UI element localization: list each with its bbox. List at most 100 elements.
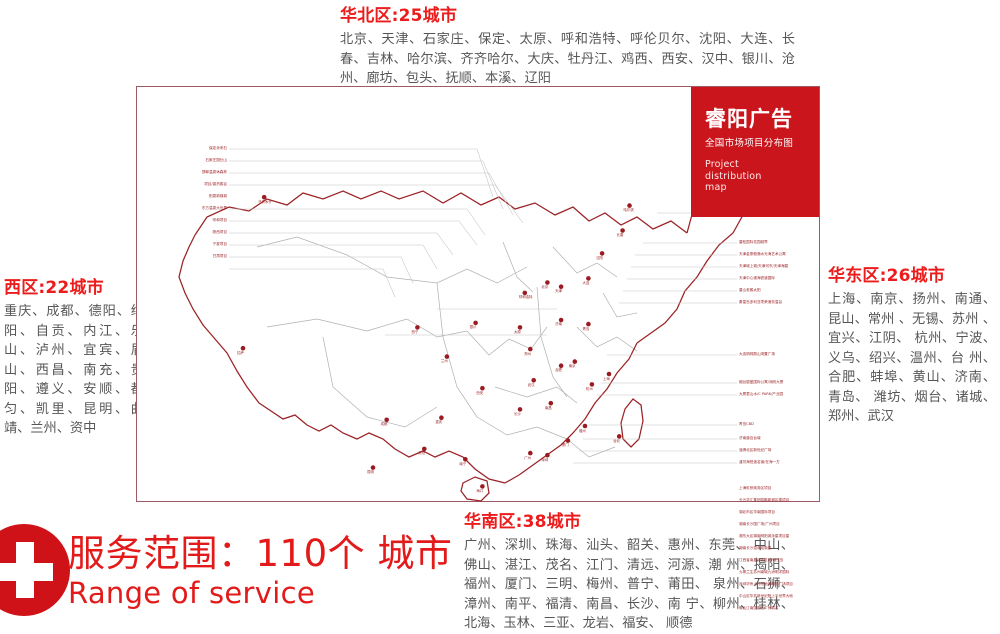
city-dot (522, 290, 528, 296)
city-name-label: 上海 (602, 376, 610, 381)
callout-label-right: 天津金泰假港水光海艺术公寓 (739, 252, 786, 256)
city-name-label: 武汉 (527, 382, 535, 387)
city-name-label: 太原 (514, 329, 521, 334)
callout-label-left: 石家庄园仕山 (205, 158, 227, 162)
city-dot (572, 359, 578, 364)
city-name-label: 南昌 (544, 405, 552, 410)
logo-title: 睿阳广告 (705, 107, 793, 131)
city-dot (558, 363, 564, 369)
city-dot (240, 345, 246, 351)
city-dot (517, 325, 523, 330)
city-name-label: 南京 (568, 364, 576, 369)
callout-label-right: 秦皇岛多利亚项荣港务温谷 (739, 300, 783, 304)
callout-label-left: 邯郸温泉休森林 (201, 170, 227, 174)
callout-label-right: 湖南长沙国广场/广州项目 (739, 522, 780, 526)
banner-title-cn: 服务范围：110个 城市 (68, 532, 453, 575)
city-name-label: 西宁 (411, 329, 419, 334)
region-title-south: 华南区:38城市 (464, 512, 582, 532)
region-block-east: 华东区:26城市 上海、南京、扬州、南通、 昆山、常州 、无锡、苏州 、宜兴、江… (828, 266, 996, 427)
callout-label-right: 淄博北区新世纪广场 (739, 448, 772, 452)
city-dot (589, 382, 595, 387)
callout-label-right: 长沙华汇集团招融新城区楼项目 (739, 498, 790, 502)
city-name-label: 郑州 (524, 351, 532, 356)
callout-label-left: 保定永来石 (209, 146, 227, 150)
city-name-label: 台北 (613, 438, 620, 443)
city-dot (558, 317, 564, 323)
callout-label-right: 中山尼华苏新世纪阳上半世界大地 (739, 594, 793, 598)
city-dot (606, 371, 612, 377)
map-frame: 保定永来石 石家庄园仕山 邯郸温泉休森林 项目/香热蒸谷 阳泉新煤城 东方温泉大世界 呼和项… (136, 86, 820, 610)
callout-label-right: 天津中心澳海铁道国际 (739, 276, 775, 280)
city-name-label: 天津 (555, 289, 562, 294)
city-dot (439, 415, 444, 421)
city-dot (370, 465, 376, 470)
callout-label-right: 大连明珠熙山湾置广场 (739, 352, 775, 356)
city-dot (415, 325, 420, 330)
brand-logo-card: 睿阳广告 全国市场项目分布图 Project distribution map (691, 87, 819, 217)
callout-label-left: 陕西项目 (212, 230, 227, 234)
city-name-label: 青岛 (582, 326, 590, 331)
logo-english-line2: distribution (705, 170, 762, 182)
city-name-label: 银川 (469, 325, 477, 330)
china-map-svg (178, 148, 762, 502)
city-name-label: 北京 (541, 285, 549, 290)
callout-label-right: 佛山江南国园汇广州城名 (739, 606, 779, 610)
city-dot (586, 276, 591, 281)
city-name-label: 沈阳 (596, 255, 603, 260)
region-title-west: 西区:22城市 (4, 278, 104, 298)
logo-subtitle: 全国市场项目分布图 (705, 138, 794, 149)
city-name-label: 济南 (555, 322, 562, 327)
city-dot (528, 450, 533, 456)
callout-label-right: 湘东大区湖南明阳城永星项目星 (739, 534, 790, 538)
callout-label-left: 宁夏项目 (212, 242, 227, 246)
region-title-east: 华东区:26城市 (828, 266, 946, 286)
city-dot (599, 251, 605, 256)
region-cities-east: 上海、南京、扬州、南通、 昆山、常州 、无锡、苏州 、宜兴、江阴、 杭州、宁波、… (828, 292, 996, 424)
city-dot (384, 417, 389, 423)
callout-label-right: 上海虹桥商务区项目 (739, 486, 772, 490)
callout-label-right: 江西省南昌绿色红城/城江岛 (739, 558, 784, 562)
province-boundaries (256, 236, 638, 458)
city-name-label: 广州 (524, 455, 532, 460)
cross-horizontal-bar (0, 563, 53, 581)
city-dot (627, 203, 632, 208)
city-dot (548, 400, 554, 406)
city-name-label: 哈尔滨 (623, 208, 634, 213)
callout-label-left: 阳泉新煤城 (209, 194, 227, 198)
callout-label-left: 呼和项目 (212, 218, 227, 222)
city-name-label: 重庆 (435, 420, 443, 425)
region-block-north: 华北区:25城市 北京、天津、石家庄、保定、太原、呼和浩特、呼伦贝尔、沈阳、大连… (340, 6, 795, 89)
city-name-label: 福州 (579, 428, 586, 433)
city-name-label: 呼和浩特 (518, 295, 533, 300)
city-name-label: 深圳 (541, 457, 549, 462)
city-dot (473, 320, 478, 326)
city-dot (545, 452, 550, 458)
callout-label-left: 东方温泉大世界 (201, 206, 227, 210)
callout-label-right: 九寨兰生苏州南城九洲明洋国际 (739, 570, 790, 574)
callout-label-right: 济南道百台城 (739, 436, 761, 440)
callout-label-right: 唐山老鹅太阳 (739, 288, 761, 292)
leader-lines (229, 148, 737, 464)
callout-label-right: 大厦君山水/C PARK/产业园 (739, 392, 784, 396)
callout-label-right: 烟台银盛国际公寓/润则大厦 (739, 380, 784, 384)
city-dot (444, 354, 450, 359)
city-dot (545, 280, 550, 285)
city-dot (528, 346, 533, 352)
region-block-west: 西区:22城市 重庆、成都、德阳、绵阳、自贡、内江、乐山、泸州、宜宾、眉山、西昌… (4, 278, 144, 439)
callout-label-right: 湖南长沙招商成南星 (739, 546, 772, 550)
city-name-label: 西安 (476, 390, 484, 395)
region-cities-north: 北京、天津、石家庄、保定、太原、呼和浩特、呼伦贝尔、沈阳、大连、长春、吉林、哈尔… (340, 32, 795, 86)
city-name-label: 成都 (380, 422, 388, 427)
city-name-label: 乌鲁木齐 (258, 199, 272, 204)
city-name-label: 昆明 (366, 470, 374, 475)
city-name-label: 大连 (582, 280, 590, 285)
city-dot (261, 194, 267, 200)
banner-text-group: 服务范围：110个 城市 Range of service (68, 532, 452, 610)
city-dot (565, 438, 571, 443)
logo-english-line1: Project (705, 159, 739, 170)
city-name-label: 合肥 (555, 368, 562, 373)
callout-label-right: 潍坊海悦洛名钢/在海一方 (739, 460, 780, 464)
city-name-label: 杭州 (585, 386, 593, 391)
city-name-label: 兰州 (440, 359, 448, 364)
city-name-label: 拉萨 (237, 350, 244, 355)
